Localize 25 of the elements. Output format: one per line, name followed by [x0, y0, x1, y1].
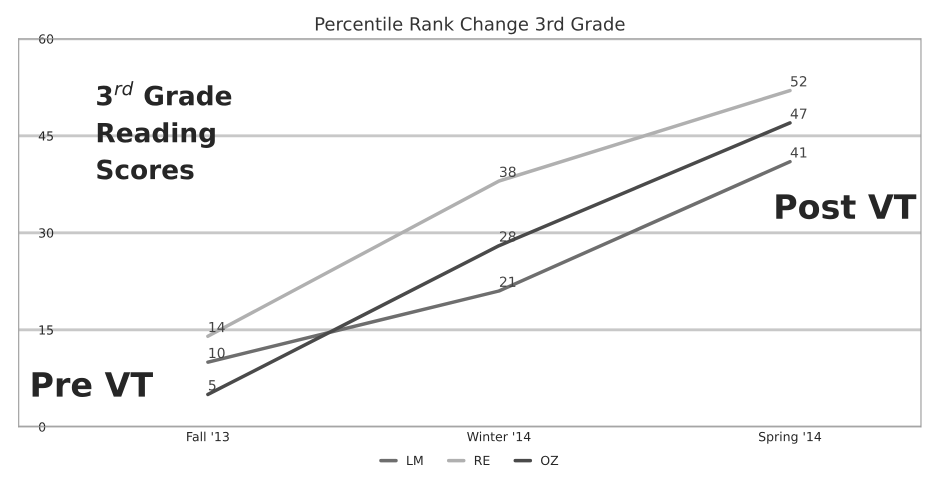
x-tick-label: Spring '14 [758, 432, 822, 444]
annotation: 3$^{rd}$ Grade [97, 81, 232, 106]
y-tick-label: 15 [40, 325, 53, 335]
x-tick-label: Fall '13 [187, 432, 229, 442]
legend-label: RE [474, 456, 490, 466]
y-tick-label: 45 [38, 131, 53, 141]
legend-label: LM [407, 456, 422, 466]
annotation: Pre VT [32, 372, 153, 398]
data-label: 28 [500, 231, 516, 242]
x-tick-label: Winter '14 [467, 432, 531, 442]
annotation: Scores [97, 160, 194, 180]
data-label: 10 [209, 348, 225, 358]
data-label: 5 [208, 380, 216, 390]
data-label: 41 [790, 147, 806, 158]
chart-title: Percentile Rank Change 3rd Grade [316, 16, 625, 34]
annotation: Reading [98, 122, 215, 148]
data-label: 38 [500, 166, 516, 178]
data-label: 52 [791, 76, 806, 87]
data-label: 47 [790, 108, 806, 119]
y-tick-label: 30 [39, 228, 54, 238]
annotation: Post VT [776, 194, 916, 220]
data-label: 21 [500, 276, 516, 287]
y-tick-label: 0 [38, 422, 46, 432]
legend-label: OZ [541, 456, 558, 466]
data-label: 14 [209, 322, 225, 332]
